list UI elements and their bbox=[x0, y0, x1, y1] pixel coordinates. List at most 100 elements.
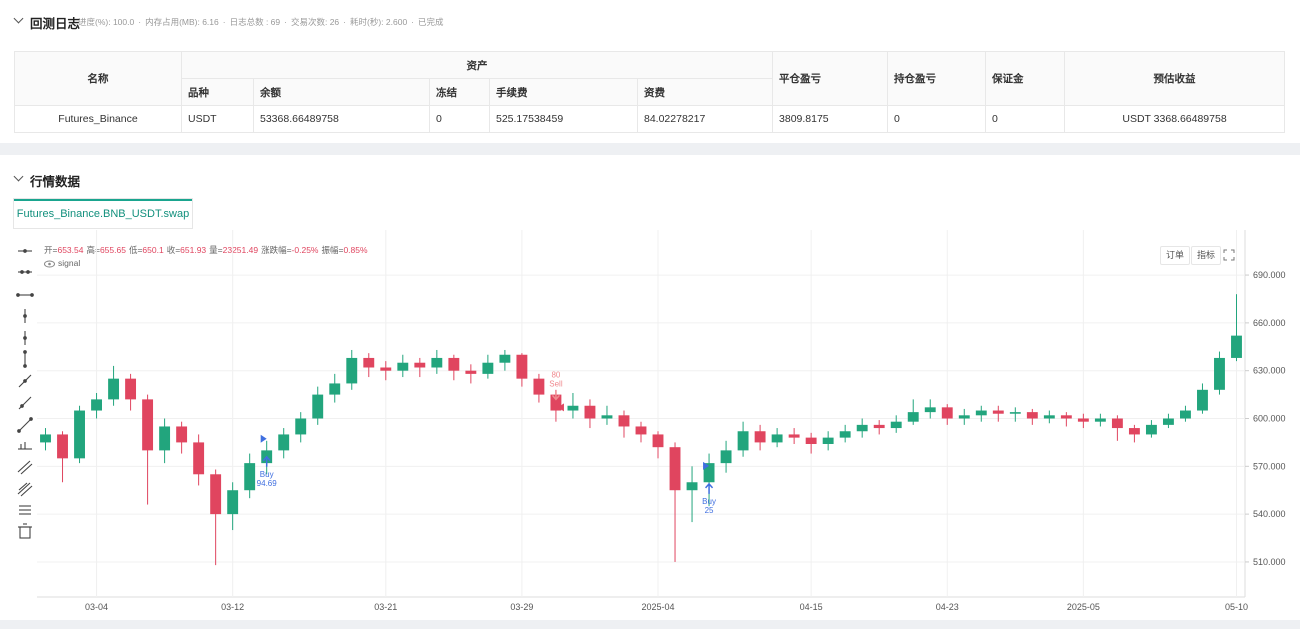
candle-body bbox=[210, 474, 222, 515]
fullscreen-icon[interactable] bbox=[1222, 248, 1236, 262]
info-label: 量= bbox=[209, 245, 223, 255]
candle-body bbox=[329, 383, 341, 395]
candle-body bbox=[1043, 415, 1055, 419]
tool-icon[interactable] bbox=[19, 505, 31, 515]
header-cell: 保证金 bbox=[985, 51, 1066, 106]
candle-body bbox=[958, 415, 970, 419]
tool-icon[interactable] bbox=[17, 417, 33, 433]
info-label: 振幅= bbox=[321, 245, 344, 255]
candle-body bbox=[975, 410, 987, 416]
header-cell: 余额 bbox=[253, 78, 430, 106]
y-tick-label: 540.000 bbox=[1253, 509, 1286, 519]
y-tick-label: 510.000 bbox=[1253, 557, 1286, 567]
candle-body bbox=[1162, 418, 1174, 425]
cell: 525.17538459 bbox=[489, 105, 638, 133]
eye-icon[interactable] bbox=[44, 260, 55, 268]
x-tick-label: 04-23 bbox=[936, 602, 959, 612]
tool-icon[interactable] bbox=[18, 270, 32, 274]
y-tick-label: 630.000 bbox=[1253, 366, 1286, 376]
x-tick-label: 2025-04 bbox=[641, 602, 674, 612]
candle-body bbox=[805, 437, 817, 444]
candle-body bbox=[380, 367, 392, 371]
candle-body bbox=[822, 437, 834, 444]
cell: 84.02278217 bbox=[636, 105, 774, 133]
candle-body bbox=[414, 362, 426, 368]
candle-body bbox=[74, 410, 85, 459]
info-value: 650.1 bbox=[142, 245, 164, 255]
candle-body bbox=[108, 378, 120, 400]
cell: 0 bbox=[429, 105, 490, 133]
buy-arrow bbox=[704, 482, 714, 494]
symbol-tab[interactable]: Futures_Binance.BNB_USDT.swap bbox=[14, 199, 192, 228]
candle-body bbox=[159, 426, 171, 451]
candle-body bbox=[1214, 357, 1225, 390]
candle-body bbox=[499, 354, 511, 363]
candle-body bbox=[1060, 415, 1072, 419]
candle-body bbox=[1094, 418, 1106, 422]
candle-body bbox=[448, 357, 460, 371]
order-button[interactable]: 订单 bbox=[1160, 246, 1191, 265]
candle-body bbox=[312, 394, 324, 419]
x-tick-label: 05-10 bbox=[1225, 602, 1248, 612]
candle-body bbox=[346, 357, 358, 384]
tool-icon[interactable] bbox=[17, 482, 33, 497]
info-label: 涨跌幅= bbox=[261, 245, 292, 255]
candle-body bbox=[244, 463, 256, 491]
candle-body bbox=[1145, 424, 1157, 435]
candle-body bbox=[465, 370, 477, 374]
tool-icon[interactable] bbox=[18, 396, 32, 410]
x-tick-label: 04-15 bbox=[800, 602, 823, 612]
candle-body bbox=[856, 424, 868, 432]
tool-icon[interactable] bbox=[23, 309, 27, 323]
candle-body bbox=[669, 447, 681, 491]
separator: · bbox=[222, 17, 226, 27]
info-label: 开= bbox=[44, 245, 58, 255]
tool-icon[interactable] bbox=[18, 249, 32, 253]
indicator-row: signal bbox=[44, 258, 80, 268]
tool-icon[interactable] bbox=[18, 442, 32, 450]
y-tick-label: 690.000 bbox=[1253, 270, 1286, 280]
signal-amount: 94.69 bbox=[257, 479, 278, 488]
x-tick-label: 03-04 bbox=[85, 602, 108, 612]
candle-body bbox=[703, 463, 715, 483]
candle-body bbox=[142, 399, 154, 451]
candle-body bbox=[363, 357, 375, 368]
info-value: 651.93 bbox=[180, 245, 207, 255]
buy-arrow bbox=[262, 455, 271, 467]
section-title: 行情数据 bbox=[30, 175, 81, 189]
tool-icon[interactable] bbox=[18, 523, 32, 539]
tool-icon[interactable] bbox=[18, 374, 32, 388]
info-value: 0.85% bbox=[343, 245, 368, 255]
info-value: -0.25% bbox=[291, 245, 319, 255]
candle-body bbox=[1180, 410, 1191, 419]
candle-body bbox=[91, 399, 102, 411]
signal-side: Sell bbox=[549, 379, 563, 388]
x-tick-label: 03-12 bbox=[221, 602, 244, 612]
candle-body bbox=[1197, 389, 1208, 411]
stat: 内存占用(MB): 6.16 bbox=[145, 17, 219, 27]
tool-icon[interactable] bbox=[16, 293, 34, 297]
candle-body bbox=[278, 434, 290, 451]
signal-amount: 80 bbox=[551, 370, 560, 379]
candle-body bbox=[992, 410, 1004, 414]
tool-icon[interactable] bbox=[17, 460, 33, 475]
candle-body bbox=[533, 378, 545, 395]
info-value: 655.65 bbox=[99, 245, 126, 255]
y-tick-label: 600.000 bbox=[1253, 414, 1286, 424]
indicator-name: signal bbox=[58, 258, 81, 268]
candle-body bbox=[788, 434, 800, 438]
y-tick-label: 570.000 bbox=[1253, 461, 1286, 471]
candle-body bbox=[771, 434, 783, 443]
candle-body bbox=[1111, 418, 1123, 429]
info-value: 653.54 bbox=[57, 245, 84, 255]
tool-icon[interactable] bbox=[23, 331, 27, 345]
indicator-button[interactable]: 指标 bbox=[1191, 246, 1222, 265]
backtest-panel: 回测日志 进度(%): 100.0 · 内存占用(MB): 6.16 · 日志总数 : … bbox=[0, 0, 1300, 143]
stat: 进度(%): 100.0 bbox=[78, 17, 135, 27]
candle-body bbox=[584, 405, 596, 419]
candle-body bbox=[40, 434, 51, 443]
candle-body bbox=[397, 362, 409, 371]
separator: · bbox=[343, 17, 347, 27]
tool-icon[interactable] bbox=[23, 350, 27, 368]
